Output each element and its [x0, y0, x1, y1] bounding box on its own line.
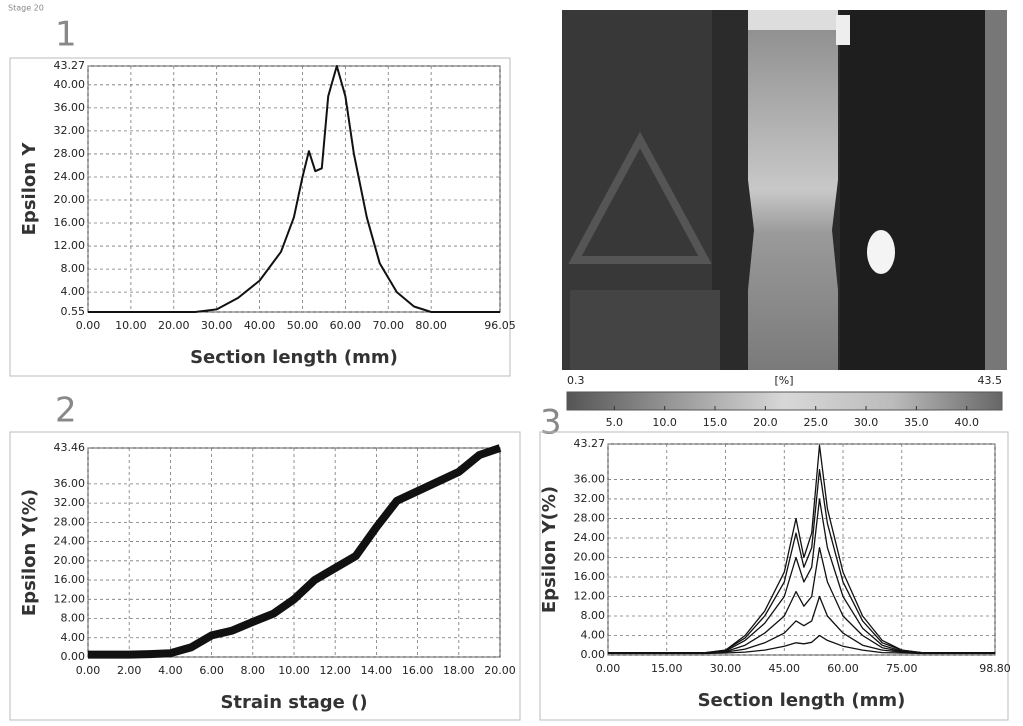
colorbar-tick-label: 15.0: [703, 416, 728, 429]
x-tick-label: 12.00: [319, 664, 351, 677]
x-tick-label: 75.00: [886, 662, 918, 675]
y-tick-label: 16.00: [54, 216, 86, 229]
panel-label: 1: [55, 15, 77, 55]
x-tick-label: 0.00: [76, 664, 101, 677]
y-tick-label: 28.00: [54, 515, 86, 528]
colorbar-tick-label: 25.0: [803, 416, 828, 429]
y-tick-label: 4.00: [61, 285, 86, 298]
plot-area: [607, 443, 996, 656]
y-tick-label: 0.55: [61, 305, 86, 318]
x-tick-label: 4.00: [158, 664, 183, 677]
y-tick-label: 24.00: [54, 535, 86, 548]
y-tick-label: 32.00: [54, 124, 86, 137]
x-tick-label: 30.00: [710, 662, 742, 675]
colorbar-tick-label: 10.0: [652, 416, 677, 429]
x-tick-label: 98.80: [979, 662, 1011, 675]
y-tick-label: 36.00: [574, 472, 606, 485]
y-tick-label: 8.00: [581, 609, 606, 622]
colorbar-max: 43.5: [978, 374, 1003, 387]
y-tick-label: 20.00: [574, 550, 606, 563]
x-tick-label: 50.00: [287, 319, 319, 332]
data-line: [88, 444, 502, 659]
x-tick-label: 20.00: [484, 664, 516, 677]
data-line: [608, 498, 995, 654]
y-tick-label: 24.00: [54, 170, 86, 183]
y-tick-label: 16.00: [574, 570, 606, 583]
y-tick-label: 20.00: [54, 554, 86, 567]
x-tick-label: 40.00: [244, 319, 276, 332]
y-tick-label: 16.00: [54, 573, 86, 586]
x-tick-label: 6.00: [199, 664, 224, 677]
y-tick-label: 28.00: [574, 511, 606, 524]
x-axis-label: Section length (mm): [698, 690, 906, 711]
y-tick-label: 36.00: [54, 477, 86, 490]
colorbar-tick-label: 5.0: [606, 416, 624, 429]
y-tick-label: 43.46: [54, 441, 86, 454]
panel-label: 2: [55, 391, 77, 431]
y-tick-label: 12.00: [574, 589, 606, 602]
panel-label: 3: [540, 403, 562, 443]
plot-area: [87, 65, 501, 313]
data-line: [608, 595, 995, 654]
colorbar-tick-label: 20.0: [753, 416, 778, 429]
y-tick-label: 20.00: [54, 193, 86, 206]
x-tick-label: 10.00: [278, 664, 310, 677]
y-tick-label: 24.00: [574, 531, 606, 544]
colorbar-tick-label: 30.0: [854, 416, 879, 429]
y-tick-label: 4.00: [61, 631, 86, 644]
x-tick-label: 16.00: [402, 664, 434, 677]
data-line: [608, 634, 995, 655]
x-tick-label: 14.00: [361, 664, 393, 677]
x-tick-label: 45.00: [769, 662, 801, 675]
y-tick-label: 0.00: [581, 648, 606, 661]
colorbar-min: 0.3: [567, 374, 585, 387]
specimen-image: [562, 10, 1007, 370]
x-tick-label: 20.00: [158, 319, 190, 332]
x-tick-label: 80.00: [415, 319, 447, 332]
x-axis-label: Strain stage (): [220, 692, 367, 713]
y-tick-label: 0.00: [61, 650, 86, 663]
x-tick-label: 8.00: [241, 664, 266, 677]
y-axis-label: Epsilon Y(%): [19, 489, 40, 616]
panel-frame: [539, 431, 1009, 721]
colorbar: [566, 391, 1003, 411]
colorbar-tick-label: 40.0: [955, 416, 980, 429]
y-tick-label: 43.27: [574, 437, 606, 450]
x-tick-label: 60.00: [827, 662, 859, 675]
x-tick-label: 96.05: [484, 319, 516, 332]
y-tick-label: 8.00: [61, 612, 86, 625]
data-line: [608, 444, 995, 654]
data-line: [608, 547, 995, 654]
y-tick-label: 12.00: [54, 239, 86, 252]
panel-frame: [9, 57, 511, 377]
y-tick-label: 32.00: [574, 492, 606, 505]
x-tick-label: 10.00: [115, 319, 147, 332]
y-tick-label: 36.00: [54, 101, 86, 114]
y-tick-label: 8.00: [61, 262, 86, 275]
x-tick-label: 30.00: [201, 319, 233, 332]
colorbar-unit: [%]: [774, 374, 793, 387]
y-tick-label: 28.00: [54, 147, 86, 160]
y-tick-label: 4.00: [581, 628, 606, 641]
panel-frame: [9, 431, 521, 721]
y-tick-label: 32.00: [54, 496, 86, 509]
x-axis-label: Section length (mm): [190, 347, 398, 368]
x-tick-label: 2.00: [117, 664, 142, 677]
y-tick-label: 12.00: [54, 592, 86, 605]
x-tick-label: 15.00: [651, 662, 683, 675]
y-axis-label: Epsilon Y: [19, 142, 40, 236]
data-line: [88, 65, 500, 313]
stage-label: Stage 20: [8, 4, 44, 13]
x-tick-label: 0.00: [76, 319, 101, 332]
colorbar-tick-label: 35.0: [904, 416, 929, 429]
y-tick-label: 40.00: [54, 78, 86, 91]
x-tick-label: 60.00: [330, 319, 362, 332]
x-tick-label: 18.00: [443, 664, 475, 677]
y-tick-label: 43.27: [54, 59, 86, 72]
data-line: [608, 469, 995, 654]
x-tick-label: 0.00: [596, 662, 621, 675]
y-axis-label: Epsilon Y(%): [539, 486, 560, 613]
x-tick-label: 70.00: [373, 319, 405, 332]
